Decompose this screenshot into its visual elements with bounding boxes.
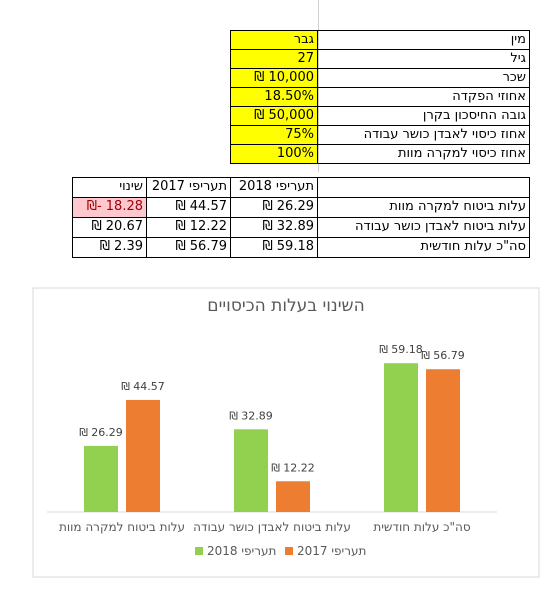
bar bbox=[276, 481, 310, 512]
legend-label: תעריפי 2017 bbox=[297, 544, 366, 558]
x-tick-label: עלות ביטוח לאבדן כושר עבודה bbox=[193, 520, 351, 534]
data-label: ₪ 12.22 bbox=[271, 461, 315, 474]
bar bbox=[84, 445, 118, 512]
legend-swatch bbox=[195, 547, 203, 555]
data-label: ₪ 32.89 bbox=[229, 409, 273, 422]
bar bbox=[426, 369, 460, 512]
bar bbox=[384, 363, 418, 512]
data-label: ₪ 44.57 bbox=[121, 380, 165, 393]
x-tick-label: עלות ביטוח למקרה מוות bbox=[59, 520, 185, 534]
bar bbox=[126, 399, 160, 512]
bar bbox=[234, 429, 268, 512]
x-tick-label: סה"כ עלות חודשית bbox=[373, 520, 471, 534]
data-label: ₪ 59.18 bbox=[379, 343, 423, 356]
legend-label: תעריפי 2018 bbox=[207, 544, 276, 558]
legend-swatch bbox=[285, 547, 293, 555]
input-value: 75% bbox=[230, 125, 318, 145]
chart-title: השינוי בעלות הכיסויים bbox=[207, 296, 364, 316]
input-value: 100% bbox=[230, 144, 318, 164]
data-label: ₪ 26.29 bbox=[79, 426, 123, 439]
data-label: ₪ 56.79 bbox=[421, 349, 465, 362]
sheet-divider bbox=[318, 0, 319, 172]
value-cell: ₪ 2.39 bbox=[72, 237, 147, 258]
